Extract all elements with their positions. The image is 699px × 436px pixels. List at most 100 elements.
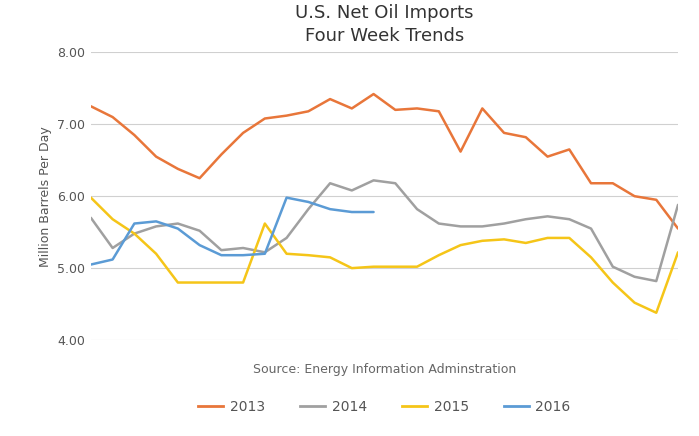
Line: 2016: 2016 [91,198,373,265]
2013 [435,109,443,114]
2013 [391,107,400,112]
2015 [500,237,508,242]
2014 [435,221,443,226]
Line: 2013: 2013 [91,94,678,228]
Line: 2014: 2014 [91,181,678,281]
2013 [521,135,530,140]
2016 [304,199,312,204]
2014 [521,217,530,222]
2015 [543,235,552,241]
Line: 2015: 2015 [91,198,678,313]
2014 [391,181,400,186]
2013 [87,104,95,109]
2014 [674,202,682,208]
2015 [217,280,226,285]
2013 [282,113,291,118]
2014 [456,224,465,229]
2014 [478,224,487,229]
2014 [326,181,334,186]
2013 [326,96,334,102]
2014 [630,274,639,279]
2016 [217,252,226,258]
2013 [173,166,182,171]
2015 [630,300,639,305]
2016 [108,257,117,262]
Legend: 2013, 2014, 2015, 2016: 2013, 2014, 2015, 2016 [193,394,576,419]
2013 [630,194,639,199]
2013 [456,149,465,154]
2014 [565,217,573,222]
2015 [565,235,573,241]
2015 [239,280,247,285]
2016 [282,195,291,200]
2016 [261,251,269,256]
2014 [130,231,138,236]
2014 [108,245,117,251]
2016 [130,221,138,226]
2014 [304,207,312,212]
2013 [239,130,247,136]
2016 [326,207,334,212]
2013 [347,106,356,111]
2016 [196,242,204,248]
2013 [108,115,117,120]
2015 [413,264,421,269]
2016 [173,226,182,231]
2013 [369,92,377,97]
2014 [173,221,182,226]
2015 [130,231,138,236]
Title: U.S. Net Oil Imports
Four Week Trends: U.S. Net Oil Imports Four Week Trends [295,3,474,45]
2015 [369,264,377,269]
2014 [152,224,160,229]
2015 [456,242,465,248]
2015 [347,266,356,271]
2015 [196,280,204,285]
2014 [261,250,269,255]
2015 [152,251,160,256]
2014 [652,279,661,284]
2015 [435,252,443,258]
2014 [609,264,617,269]
2013 [543,154,552,159]
2015 [173,280,182,285]
2013 [413,106,421,111]
2016 [152,219,160,224]
2013 [261,116,269,121]
2015 [587,255,596,260]
2015 [282,251,291,256]
2014 [543,214,552,219]
2014 [413,207,421,212]
2015 [304,252,312,258]
2016 [239,252,247,258]
2015 [87,195,95,200]
2015 [609,280,617,285]
2016 [369,209,377,215]
2015 [521,240,530,245]
2013 [130,133,138,138]
2016 [87,262,95,267]
2013 [196,176,204,181]
2014 [587,226,596,231]
2013 [565,147,573,152]
2015 [674,250,682,255]
2015 [652,310,661,315]
2015 [261,221,269,226]
2013 [304,109,312,114]
2014 [282,235,291,241]
2013 [217,152,226,157]
2014 [217,248,226,253]
2014 [87,215,95,220]
Y-axis label: Million Barrels Per Day: Million Barrels Per Day [38,126,52,266]
Text: Source: Energy Information Adminstration: Source: Energy Information Adminstration [253,363,516,376]
2013 [652,197,661,202]
2014 [239,245,247,251]
2013 [152,154,160,159]
2014 [369,178,377,183]
2016 [347,209,356,215]
2015 [326,255,334,260]
2014 [196,228,204,233]
2015 [391,264,400,269]
2015 [478,238,487,243]
2014 [500,221,508,226]
2014 [347,188,356,193]
